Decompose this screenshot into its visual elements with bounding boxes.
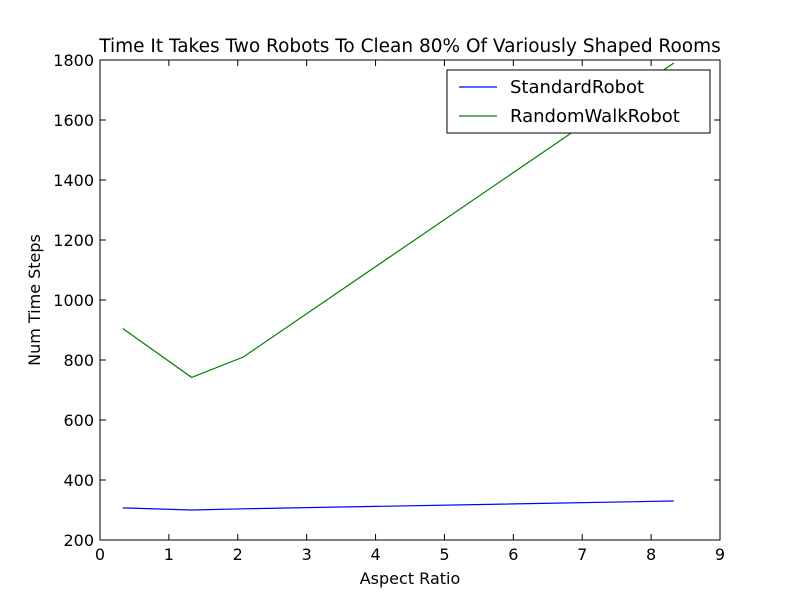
x-tick-label: 6 [508,545,518,564]
series-line-standardrobot [122,500,674,511]
chart-title: Time It Takes Two Robots To Clean 80% Of… [98,36,721,57]
y-tick-label: 1600 [53,111,94,130]
x-tick-label: 1 [164,545,174,564]
x-axis-label: Aspect Ratio [360,569,461,588]
x-tick-label: 7 [577,545,587,564]
y-axis-label: Num Time Steps [25,234,44,366]
x-tick-label: 5 [439,545,449,564]
y-tick-label: 1000 [53,291,94,310]
y-tick-label: 400 [63,471,94,490]
x-tick-label: 2 [233,545,243,564]
x-tick-label: 9 [715,545,725,564]
legend-label: RandomWalkRobot [510,106,680,127]
y-tick-label: 600 [63,411,94,430]
x-tick-label: 8 [646,545,656,564]
y-tick-label: 800 [63,351,94,370]
legend: StandardRobot RandomWalkRobot [446,69,711,134]
x-tick-label: 0 [95,545,105,564]
plot-frame [99,59,721,541]
legend-box [446,69,711,134]
ticks-layer: 0 1 2 3 4 5 6 7 8 9 200 400 600 800 1000 1200 1400 1600 18… [53,51,725,564]
legend-entries: StandardRobot RandomWalkRobot [459,77,680,127]
x-tick-label: 3 [302,545,312,564]
y-tick-label: 1200 [53,231,94,250]
x-tick-label: 4 [370,545,380,564]
y-tick-label: 200 [63,531,94,550]
series-line-randomwalkrobot [122,62,675,379]
series-layer [122,62,675,511]
y-tick-label: 1800 [53,51,94,70]
y-tick-label: 1400 [53,171,94,190]
legend-label: StandardRobot [510,77,644,98]
